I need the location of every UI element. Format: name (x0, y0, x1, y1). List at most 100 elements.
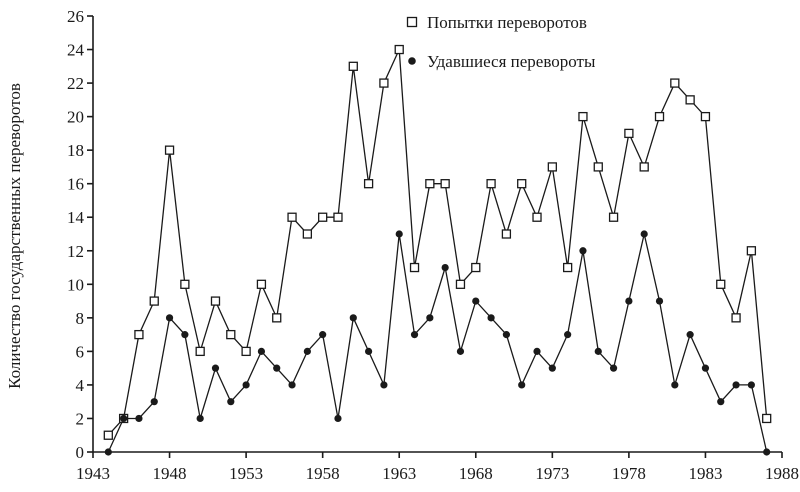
data-point-dot (349, 314, 357, 322)
data-point-dot (288, 381, 296, 389)
data-point-dot (502, 331, 510, 339)
y-tick-label: 22 (67, 74, 84, 93)
data-point-square (624, 128, 634, 139)
x-tick-label: 1953 (229, 464, 263, 483)
data-point-square (685, 95, 695, 105)
data-point-dot (120, 414, 128, 423)
data-point-square (272, 313, 282, 323)
data-point-dot (135, 414, 143, 423)
data-point-dot (640, 230, 648, 238)
y-tick-label: 10 (67, 275, 84, 294)
data-point-dot (410, 331, 419, 339)
series-attempted (103, 44, 772, 440)
y-tick-label: 4 (76, 376, 85, 395)
y-axis-label: Количество государственных переворотов (5, 83, 24, 389)
x-tick-label: 1983 (688, 464, 722, 483)
data-point-square (562, 262, 573, 273)
legend-label: Удавшиеся перевороты (427, 52, 596, 71)
data-point-square (639, 162, 649, 172)
data-point-dot (564, 331, 572, 339)
data-point-square (256, 279, 267, 289)
data-point-square (425, 179, 435, 189)
series-line (107, 233, 768, 453)
series-successful (104, 230, 771, 456)
data-point-dot (487, 314, 495, 322)
data-point-square (318, 212, 328, 222)
data-point-square (501, 229, 512, 239)
data-point-square (762, 413, 772, 424)
x-tick-label: 1948 (153, 464, 187, 483)
data-point-square (593, 162, 603, 172)
y-tick-label: 0 (76, 443, 85, 462)
data-point-dot (441, 263, 449, 272)
data-point-square (195, 346, 205, 357)
data-point-dot (579, 247, 587, 255)
legend-square-icon (406, 16, 418, 28)
x-tick-label: 1978 (612, 464, 646, 483)
data-point-dot (303, 347, 311, 355)
data-point-dot (227, 398, 235, 406)
data-point-square (363, 179, 374, 189)
data-point-dot (395, 230, 403, 238)
data-point-square (654, 111, 665, 122)
data-point-dot (181, 331, 189, 339)
data-point-square (700, 111, 711, 122)
data-point-square (716, 279, 726, 289)
data-point-square (379, 78, 389, 88)
series-line (107, 49, 768, 436)
data-point-dot (518, 381, 526, 389)
data-point-dot (196, 414, 204, 423)
data-point-dot (211, 364, 220, 372)
data-point-square (241, 346, 251, 357)
x-tick-label: 1988 (765, 464, 799, 483)
y-tick-label: 16 (67, 175, 84, 194)
data-point-square (547, 162, 557, 172)
data-point-square (455, 279, 466, 289)
data-point-dot (150, 398, 158, 406)
data-point-square (670, 78, 680, 88)
data-point-square (532, 212, 542, 222)
data-point-dot (763, 448, 771, 456)
data-point-square (287, 212, 297, 222)
data-point-square (210, 296, 221, 306)
data-point-square (471, 262, 481, 273)
data-point-square (134, 329, 144, 340)
y-tick-label: 2 (76, 409, 85, 428)
data-point-dot (732, 381, 740, 389)
series-layer (103, 44, 772, 456)
legend-dot-icon (408, 57, 416, 65)
data-point-dot (104, 448, 112, 456)
data-point-dot (334, 414, 342, 423)
data-point-dot (686, 331, 694, 339)
legend: Попытки переворотов Удавшиеся перевороты (406, 13, 596, 71)
data-point-square (103, 430, 113, 440)
data-point-dot (548, 364, 556, 372)
data-point-square (440, 179, 450, 189)
data-point-dot (533, 347, 541, 355)
data-point-square (302, 229, 313, 239)
data-point-dot (426, 314, 434, 322)
data-point-dot (365, 347, 373, 355)
y-tick-label: 8 (76, 309, 85, 328)
data-point-square (578, 111, 588, 122)
y-tick-label: 20 (67, 108, 84, 127)
y-tick-label: 6 (76, 342, 85, 361)
data-point-dot (671, 381, 679, 389)
data-point-square (164, 145, 175, 155)
data-point-dot (717, 398, 725, 406)
data-point-square (409, 262, 420, 273)
data-point-square (149, 296, 159, 306)
data-point-dot (456, 347, 465, 355)
data-point-dot (242, 381, 250, 389)
y-tick-label: 14 (67, 208, 85, 227)
data-point-dot (655, 297, 664, 305)
x-tick-label: 1973 (535, 464, 569, 483)
legend-label: Попытки переворотов (427, 13, 587, 32)
data-point-dot (701, 364, 710, 372)
data-point-dot (380, 381, 388, 389)
data-point-dot (273, 364, 281, 372)
data-point-square (348, 61, 358, 71)
data-point-dot (747, 381, 755, 389)
